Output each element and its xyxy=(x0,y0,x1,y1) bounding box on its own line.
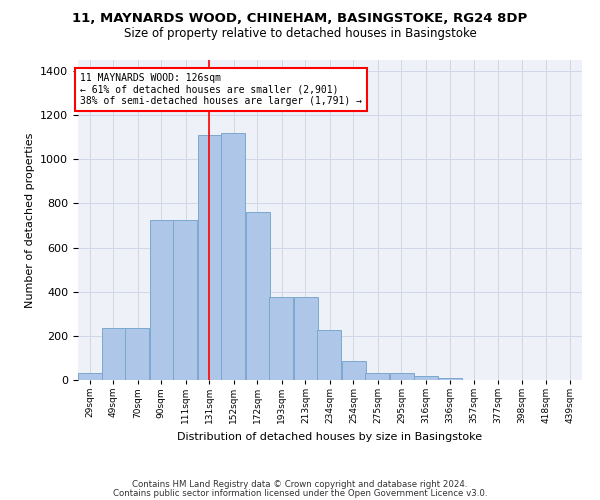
Text: 11, MAYNARDS WOOD, CHINEHAM, BASINGSTOKE, RG24 8DP: 11, MAYNARDS WOOD, CHINEHAM, BASINGSTOKE… xyxy=(73,12,527,26)
Bar xyxy=(317,330,341,380)
Bar xyxy=(438,378,462,380)
Bar xyxy=(198,135,222,380)
Bar xyxy=(125,328,149,380)
Text: Size of property relative to detached houses in Basingstoke: Size of property relative to detached ho… xyxy=(124,28,476,40)
X-axis label: Distribution of detached houses by size in Basingstoke: Distribution of detached houses by size … xyxy=(178,432,482,442)
Bar xyxy=(173,220,197,380)
Bar xyxy=(294,297,318,380)
Bar xyxy=(221,133,245,380)
Bar xyxy=(365,374,389,380)
Bar xyxy=(269,297,293,380)
Bar xyxy=(390,374,414,380)
Bar xyxy=(413,376,437,380)
Text: 11 MAYNARDS WOOD: 126sqm
← 61% of detached houses are smaller (2,901)
38% of sem: 11 MAYNARDS WOOD: 126sqm ← 61% of detach… xyxy=(80,73,362,106)
Bar xyxy=(246,212,270,380)
Bar xyxy=(342,361,366,380)
Bar xyxy=(78,374,103,380)
Y-axis label: Number of detached properties: Number of detached properties xyxy=(25,132,35,308)
Bar xyxy=(150,220,174,380)
Bar xyxy=(102,328,126,380)
Text: Contains HM Land Registry data © Crown copyright and database right 2024.: Contains HM Land Registry data © Crown c… xyxy=(132,480,468,489)
Text: Contains public sector information licensed under the Open Government Licence v3: Contains public sector information licen… xyxy=(113,489,487,498)
